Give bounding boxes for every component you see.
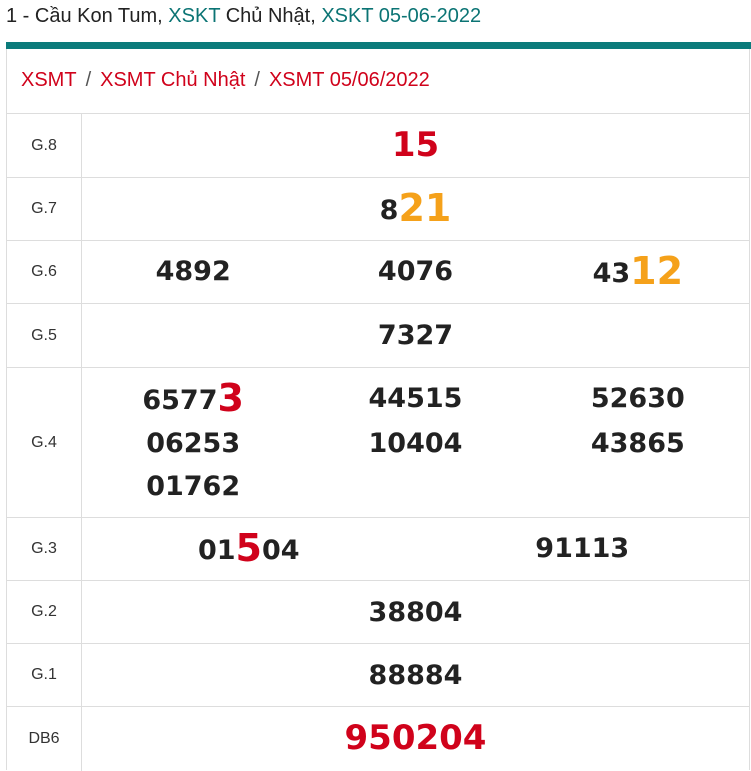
prize-number: 91113 (535, 532, 630, 564)
row-g6: G.6 4892 4076 4312 (7, 240, 749, 304)
prize-number: 01504 (82, 525, 416, 572)
breadcrumb-xsmt[interactable]: XSMT (21, 69, 77, 91)
row-g3: G.3 01504 91113 (7, 517, 749, 581)
prize-label: G.2 (7, 580, 82, 644)
prize-label: G.1 (7, 643, 82, 707)
prize-number: 821 (379, 186, 452, 229)
highlight-digits: 21 (398, 185, 452, 230)
special-prize-number: 950204 (344, 718, 487, 759)
results-box: XSMT / XSMT Chủ Nhật / XSMT 05/06/2022 G.8 15… (6, 49, 750, 771)
prize-number: 52630 (590, 383, 685, 414)
breadcrumb: XSMT / XSMT Chủ Nhật / XSMT 05/06/2022 (21, 69, 430, 92)
row-g5: G.5 7327 (7, 303, 749, 368)
prize-number: 65773 (82, 377, 304, 422)
highlight-digits: 5 (235, 525, 262, 570)
prize-number: 06253 (146, 428, 241, 459)
prize-number: 38804 (368, 596, 463, 628)
prize-number: 4312 (527, 248, 749, 295)
prize-number: 4076 (377, 255, 454, 287)
row-g1: G.1 88884 (7, 643, 749, 707)
xskt-date-link[interactable]: XSKT 05-06-2022 (321, 5, 482, 27)
row-g8: G.8 15 (7, 113, 749, 178)
prize-label: G.3 (7, 517, 82, 581)
digits: 01 (197, 534, 236, 566)
page-title: 1 - Cầu Kon Tum, XSKT Chủ Nhật, XSKT 05-… (6, 5, 481, 28)
prize-number: 10404 (368, 428, 463, 459)
row-db: DB6 950204 (7, 706, 749, 771)
digits: 6577 (142, 385, 218, 416)
title-text: Chủ Nhật, (220, 5, 322, 27)
prize-label: DB6 (7, 706, 82, 771)
prize-label: G.7 (7, 177, 82, 241)
digits: 43 (592, 257, 631, 289)
digits: 04 (261, 534, 300, 566)
xskt-link[interactable]: XSKT (168, 5, 221, 27)
prize-label: G.6 (7, 240, 82, 304)
prize-number: 44515 (368, 383, 463, 414)
breadcrumb-xsmt-sunday[interactable]: XSMT Chủ Nhật (100, 69, 246, 91)
prize-number: 7327 (377, 320, 454, 351)
prize-number: 88884 (368, 659, 463, 691)
highlight-digits: 3 (217, 376, 244, 420)
prize-number: 4892 (155, 255, 231, 287)
prize-label: G.8 (7, 113, 82, 178)
accent-bar (6, 42, 751, 49)
prize-label: G.4 (7, 367, 82, 518)
prize-number: 43865 (590, 428, 685, 459)
digits: 8 (379, 194, 399, 226)
row-g4: G.4 65773 44515 52630 06253 10404 43865 … (7, 367, 749, 518)
prize-number: 15 (391, 125, 440, 165)
separator: / (85, 69, 92, 91)
separator: / (254, 69, 260, 91)
prize-number: 01762 (146, 471, 241, 502)
title-text: 1 - Cầu Kon Tum, (6, 5, 169, 27)
breadcrumb-xsmt-date[interactable]: XSMT 05/06/2022 (268, 69, 430, 91)
results-table: G.8 15 G.7 821 G.6 4892 4076 4312 G.5 7327 … (7, 113, 749, 771)
prize-label: G.5 (7, 303, 82, 368)
row-g7: G.7 821 (7, 177, 749, 241)
highlight-digits: 12 (630, 248, 684, 293)
row-g2: G.2 38804 (7, 580, 749, 644)
